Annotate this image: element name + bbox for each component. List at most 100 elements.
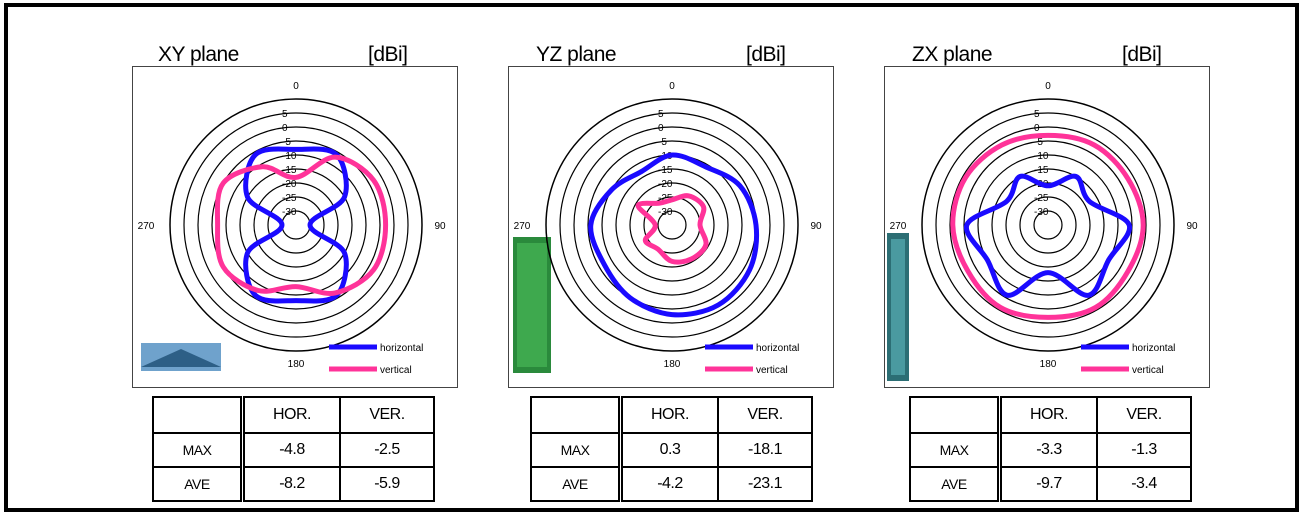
grid-ring [977, 154, 1119, 296]
table-header-blank [909, 396, 1001, 434]
legend-label: vertical [756, 365, 788, 376]
grid-ring [559, 112, 785, 338]
angle-label: 90 [810, 221, 822, 232]
legend-label: horizontal [380, 343, 423, 354]
r-tick-label: 0 [282, 123, 288, 134]
r-tick-label: 0 [1034, 123, 1040, 134]
plot-unit: [dBi] [1122, 43, 1162, 66]
table-row: MAX 0.3 -18.1 [530, 432, 813, 468]
row-label: MAX [909, 432, 1001, 468]
angle-label: 180 [288, 359, 305, 370]
grid-ring [253, 182, 339, 268]
angle-label: 270 [138, 221, 155, 232]
r-tick-label: -5 [658, 137, 667, 148]
ver-value: -18.1 [717, 432, 813, 468]
row-label: AVE [909, 466, 1001, 502]
ver-value: -2.5 [339, 432, 435, 468]
hor-value: 0.3 [618, 432, 719, 468]
table-header-hor: HOR. [240, 396, 341, 434]
table-row: MAX -4.8 -2.5 [152, 432, 435, 468]
grid-ring [573, 126, 771, 324]
r-tick-label: -15 [1034, 165, 1049, 176]
angle-label: 0 [1045, 81, 1051, 92]
polar-chart-svg: 50-5-10-15-20-25-30090180270horizontalve… [138, 81, 446, 376]
table-header-ver: VER. [339, 396, 435, 434]
polar-panel-xy: XY plane [dBi] 5 0 -5 -10 -15 -20 -25 -30 0 90 180… [132, 40, 460, 502]
legend-label: vertical [1132, 365, 1164, 376]
angle-label: 180 [664, 359, 681, 370]
plot-unit: [dBi] [368, 43, 408, 66]
angle-label: 270 [514, 221, 531, 232]
r-tick-label: -20 [282, 179, 297, 190]
r-tick-label: -15 [658, 165, 673, 176]
row-label: MAX [530, 432, 622, 468]
grid-ring [949, 126, 1147, 324]
r-tick-label: -10 [282, 151, 297, 162]
grid-ring [1019, 196, 1077, 254]
ver-value: -1.3 [1096, 432, 1192, 468]
legend-label: horizontal [756, 343, 799, 354]
angle-label: 90 [1186, 221, 1198, 232]
ver-value: -3.4 [1096, 466, 1192, 502]
grid-ring [197, 126, 395, 324]
table-header-hor: HOR. [997, 396, 1098, 434]
polar-panel-zx: ZX plane [dBi] 5 0 -5 -10 -15 -20 -25 -30 0 90 180… [884, 40, 1212, 502]
series-line-vertical [635, 193, 709, 265]
r-tick-label: -30 [282, 207, 297, 218]
angle-label: 270 [890, 221, 907, 232]
polar-panel-yz: YZ plane [dBi] 5 0 -5 -10 -15 -20 -25 -30 0 90 180… [508, 40, 836, 502]
plot-title: YZ plane [536, 43, 617, 66]
outer-ring [545, 98, 799, 352]
table-row: AVE -8.2 -5.9 [152, 466, 435, 502]
figure-frame [4, 3, 1299, 512]
hor-value: -4.2 [618, 466, 719, 502]
r-tick-label: -10 [1034, 151, 1049, 162]
grid-ring [267, 196, 325, 254]
plot-title: XY plane [158, 43, 239, 66]
outer-ring [921, 98, 1175, 352]
series-line-horizontal [963, 173, 1133, 298]
row-label: MAX [152, 432, 244, 468]
hor-value: -8.2 [240, 466, 341, 502]
polar-chart-svg: 50-5-10-15-20-25-30090180270horizontalve… [513, 81, 822, 376]
antenna-photo-detail [517, 243, 547, 367]
hor-value: -3.3 [997, 432, 1098, 468]
polar-plot-yz: 5 0 -5 -10 -15 -20 -25 -30 0 90 180 270 horizontal ve… [508, 66, 834, 388]
table-header-ver: VER. [717, 396, 813, 434]
table-header-row: HOR. VER. [152, 396, 435, 434]
series-line-vertical [214, 154, 389, 296]
r-tick-label: 5 [658, 109, 664, 120]
table-header-row: HOR. VER. [530, 396, 813, 434]
r-tick-label: -20 [658, 179, 673, 190]
ver-value: -5.9 [339, 466, 435, 502]
angle-label: 0 [669, 81, 675, 92]
grid-ring [963, 140, 1133, 310]
angle-label: 90 [434, 221, 446, 232]
antenna-photo-detail [141, 349, 221, 367]
gain-table-yz: HOR. VER. MAX 0.3 -18.1 AVE -4.2 -23.1 [530, 396, 813, 502]
table-row: AVE -4.2 -23.1 [530, 466, 813, 502]
outer-ring [169, 98, 423, 352]
r-tick-label: 5 [1034, 109, 1040, 120]
grid-ring [615, 168, 729, 282]
hor-value: -9.7 [997, 466, 1098, 502]
gain-table-zx: HOR. VER. MAX -3.3 -1.3 AVE -9.7 -3.4 [909, 396, 1192, 502]
table-header-blank [152, 396, 244, 434]
grid-ring [183, 112, 409, 338]
grid-ring [935, 112, 1161, 338]
polar-chart-svg: 50-5-10-15-20-25-30090180270horizontalve… [887, 81, 1198, 381]
legend-label: vertical [380, 365, 412, 376]
polar-plot-xy: 5 0 -5 -10 -15 -20 -25 -30 0 90 180 270 horizontal ve… [132, 66, 458, 388]
angle-label: 180 [1040, 359, 1057, 370]
r-tick-label: -25 [282, 193, 297, 204]
r-tick-label: -30 [1034, 207, 1049, 218]
hor-value: -4.8 [240, 432, 341, 468]
table-header-hor: HOR. [618, 396, 719, 434]
grid-ring [239, 168, 353, 282]
r-tick-label: 5 [282, 109, 288, 120]
grid-ring [225, 154, 367, 296]
series-line-vertical [950, 132, 1146, 320]
grid-ring [991, 168, 1105, 282]
grid-ring [1005, 182, 1091, 268]
antenna-photo-detail [891, 239, 905, 375]
